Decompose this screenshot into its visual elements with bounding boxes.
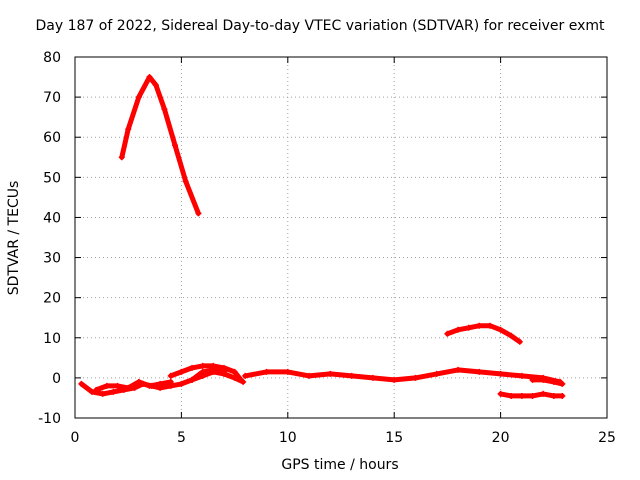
data-point — [433, 370, 440, 377]
data-point — [199, 372, 206, 379]
data-point — [508, 392, 515, 399]
data-point — [195, 210, 202, 217]
data-point — [89, 388, 96, 395]
data-point — [231, 368, 238, 375]
data-point — [78, 380, 85, 387]
series-arc-1 — [119, 74, 201, 216]
series-arc-9 — [530, 377, 565, 387]
data-point — [518, 392, 525, 399]
data-point — [550, 392, 557, 399]
data-point — [306, 372, 313, 379]
data-point — [118, 154, 125, 161]
data-point — [146, 382, 153, 389]
data-point — [559, 380, 566, 387]
data-point — [529, 376, 536, 383]
data-point — [412, 374, 419, 381]
x-tick-label: 0 — [71, 430, 80, 446]
y-tick-label: 80 — [43, 50, 61, 66]
y-axis-label: SDTVAR / TECUs — [6, 180, 22, 296]
data-point — [518, 372, 525, 379]
data-point — [146, 74, 153, 81]
data-point — [369, 374, 376, 381]
data-point — [455, 326, 462, 333]
data-point — [327, 370, 334, 377]
chart-title: Day 187 of 2022, Sidereal Day-to-day VTE… — [35, 18, 605, 34]
x-axis-label: GPS time / hours — [281, 457, 399, 473]
data-point — [178, 368, 185, 375]
y-tick-label: 20 — [43, 291, 61, 307]
data-point — [242, 372, 249, 379]
data-point — [497, 326, 504, 333]
data-point — [161, 106, 168, 113]
series-arc-6 — [242, 367, 563, 385]
data-point — [476, 368, 483, 375]
data-point — [240, 378, 247, 385]
data-point — [508, 332, 515, 339]
data-point — [172, 142, 179, 149]
data-point — [167, 372, 174, 379]
data-point — [516, 338, 523, 345]
y-tick-label: 0 — [52, 371, 61, 387]
y-tick-label: 30 — [43, 251, 61, 267]
data-point — [199, 362, 206, 369]
data-point — [220, 364, 227, 371]
data-point — [152, 82, 159, 89]
data-point — [444, 330, 451, 337]
data-point — [559, 392, 566, 399]
y-tick-label: 10 — [43, 331, 61, 347]
data-point — [497, 370, 504, 377]
data-point — [125, 384, 132, 391]
data-point — [348, 372, 355, 379]
y-tick-label: -10 — [38, 411, 61, 427]
data-point — [189, 376, 196, 383]
y-tick-label: 70 — [43, 90, 61, 106]
x-tick-label: 20 — [492, 430, 510, 446]
data-point — [125, 126, 132, 133]
data-point — [135, 94, 142, 101]
plot-frame — [74, 56, 608, 419]
data-point — [540, 376, 547, 383]
data-point — [231, 374, 238, 381]
x-tick-label: 10 — [279, 430, 297, 446]
data-point — [540, 390, 547, 397]
data-point — [476, 322, 483, 329]
data-point — [465, 324, 472, 331]
data-point — [178, 380, 185, 387]
data-point — [220, 370, 227, 377]
data-point — [99, 390, 106, 397]
data-series — [78, 74, 566, 399]
axis-ticks: 0 5 10 15 20 25 -10 0 10 20 30 40 50 60 70 80 — [38, 50, 616, 446]
data-point — [455, 366, 462, 373]
data-point — [182, 178, 189, 185]
data-point — [284, 368, 291, 375]
data-point — [391, 376, 398, 383]
data-point — [103, 382, 110, 389]
data-point — [93, 386, 100, 393]
x-tick-label: 25 — [598, 430, 616, 446]
data-point — [210, 362, 217, 369]
data-point — [135, 378, 142, 385]
grid-lines — [75, 57, 607, 418]
x-tick-label: 15 — [385, 430, 403, 446]
data-point — [263, 368, 270, 375]
data-point — [189, 364, 196, 371]
y-tick-label: 60 — [43, 130, 61, 146]
data-point — [167, 378, 174, 385]
data-point — [550, 378, 557, 385]
data-point — [157, 380, 164, 387]
data-point — [497, 390, 504, 397]
data-point — [486, 322, 493, 329]
data-point — [110, 388, 117, 395]
y-tick-label: 50 — [43, 170, 61, 186]
data-point — [529, 392, 536, 399]
data-point — [114, 382, 121, 389]
x-tick-label: 5 — [177, 430, 186, 446]
data-point — [210, 368, 217, 375]
y-tick-label: 40 — [43, 210, 61, 226]
